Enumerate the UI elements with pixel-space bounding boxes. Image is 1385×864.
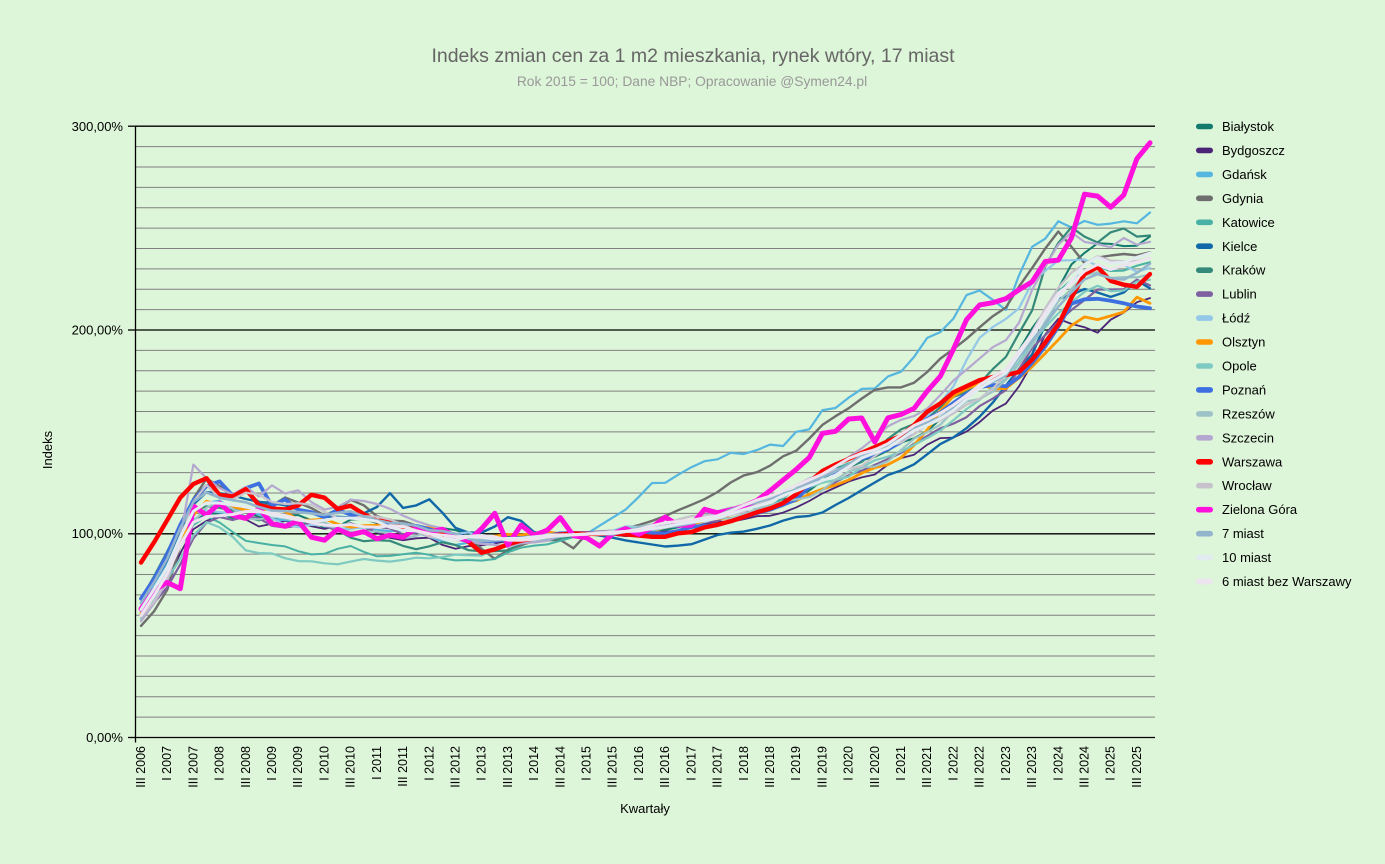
svg-text:I 2009: I 2009 xyxy=(265,746,279,781)
svg-text:III 2024: III 2024 xyxy=(1078,746,1092,788)
svg-text:Indeks: Indeks xyxy=(40,430,55,469)
svg-text:I 2023: I 2023 xyxy=(999,746,1013,781)
svg-text:Katowice: Katowice xyxy=(1222,215,1275,230)
svg-text:Poznań: Poznań xyxy=(1222,382,1266,397)
svg-text:I 2014: I 2014 xyxy=(527,746,541,781)
svg-text:III 2019: III 2019 xyxy=(815,746,829,788)
svg-text:I 2025: I 2025 xyxy=(1104,746,1118,781)
svg-text:6 miast bez Warszawy: 6 miast bez Warszawy xyxy=(1222,574,1352,589)
svg-text:I 2008: I 2008 xyxy=(213,746,227,781)
svg-text:I 2013: I 2013 xyxy=(475,746,489,781)
svg-text:I 2015: I 2015 xyxy=(580,746,594,781)
svg-text:I 2022: I 2022 xyxy=(946,746,960,781)
svg-text:III 2010: III 2010 xyxy=(344,746,358,788)
svg-text:III 2023: III 2023 xyxy=(1025,746,1039,788)
svg-text:I 2011: I 2011 xyxy=(370,746,384,780)
svg-text:Kielce: Kielce xyxy=(1222,239,1257,254)
svg-text:III 2021: III 2021 xyxy=(920,746,934,788)
svg-text:I 2021: I 2021 xyxy=(894,746,908,781)
svg-text:I 2017: I 2017 xyxy=(684,746,698,781)
svg-text:Olsztyn: Olsztyn xyxy=(1222,335,1265,350)
svg-text:Białystok: Białystok xyxy=(1222,119,1275,134)
svg-text:III 2014: III 2014 xyxy=(553,746,567,788)
svg-text:III 2022: III 2022 xyxy=(973,746,987,788)
svg-text:Bydgoszcz: Bydgoszcz xyxy=(1222,143,1285,158)
svg-text:III 2020: III 2020 xyxy=(868,746,882,788)
svg-text:I 2024: I 2024 xyxy=(1051,746,1065,781)
svg-text:Kwartały: Kwartały xyxy=(620,801,670,816)
svg-text:III 2007: III 2007 xyxy=(186,746,200,788)
svg-text:I 2012: I 2012 xyxy=(422,746,436,781)
svg-text:III 2011: III 2011 xyxy=(396,746,410,787)
svg-text:Wrocław: Wrocław xyxy=(1222,478,1272,493)
svg-text:III 2012: III 2012 xyxy=(449,746,463,788)
svg-text:III 2006: III 2006 xyxy=(134,746,148,788)
svg-text:III 2009: III 2009 xyxy=(291,746,305,788)
svg-text:7 miast: 7 miast xyxy=(1222,526,1264,541)
svg-text:Opole: Opole xyxy=(1222,359,1257,374)
svg-text:Łódź: Łódź xyxy=(1222,311,1250,326)
svg-text:200,00%: 200,00% xyxy=(72,323,124,338)
svg-text:III 2013: III 2013 xyxy=(501,746,515,788)
svg-text:III 2025: III 2025 xyxy=(1130,746,1144,788)
svg-text:Indeks zmian cen za 1 m2 miesz: Indeks zmian cen za 1 m2 mieszkania, ryn… xyxy=(431,45,955,67)
svg-text:0,00%: 0,00% xyxy=(86,730,123,745)
svg-text:Kraków: Kraków xyxy=(1222,263,1266,278)
svg-text:300,00%: 300,00% xyxy=(72,119,124,134)
svg-text:I 2016: I 2016 xyxy=(632,746,646,781)
svg-text:Zielona Góra: Zielona Góra xyxy=(1222,502,1298,517)
svg-text:III 2017: III 2017 xyxy=(711,746,725,788)
svg-text:100,00%: 100,00% xyxy=(72,526,124,541)
svg-text:III 2008: III 2008 xyxy=(239,746,253,788)
svg-text:I 2019: I 2019 xyxy=(789,746,803,781)
svg-text:Gdynia: Gdynia xyxy=(1222,191,1264,206)
svg-text:Warszawa: Warszawa xyxy=(1222,454,1283,469)
svg-text:I 2020: I 2020 xyxy=(842,746,856,781)
svg-text:Rok 2015 = 100; Dane NBP; Opra: Rok 2015 = 100; Dane NBP; Opracowanie @S… xyxy=(517,74,867,89)
svg-text:I 2010: I 2010 xyxy=(318,746,332,781)
svg-text:I 2007: I 2007 xyxy=(160,746,174,781)
svg-text:Gdańsk: Gdańsk xyxy=(1222,167,1267,182)
svg-text:Lublin: Lublin xyxy=(1222,287,1257,302)
svg-text:10 miast: 10 miast xyxy=(1222,550,1272,565)
svg-text:Szczecin: Szczecin xyxy=(1222,430,1274,445)
svg-text:III 2016: III 2016 xyxy=(658,746,672,788)
svg-text:III 2015: III 2015 xyxy=(606,746,620,788)
svg-text:I 2018: I 2018 xyxy=(737,746,751,781)
svg-text:III 2018: III 2018 xyxy=(763,746,777,788)
svg-text:Rzeszów: Rzeszów xyxy=(1222,406,1275,421)
